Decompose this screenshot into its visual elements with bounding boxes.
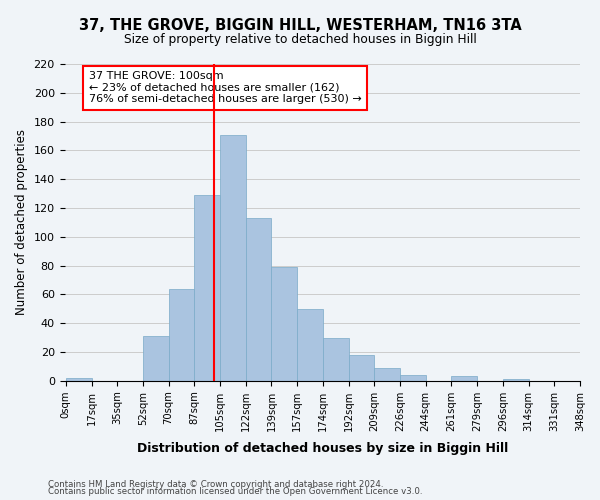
Text: Size of property relative to detached houses in Biggin Hill: Size of property relative to detached ho… — [124, 32, 476, 46]
Bar — [451, 376, 477, 381]
Bar — [503, 380, 529, 381]
Bar — [349, 355, 374, 381]
Bar — [271, 267, 297, 381]
Text: 37 THE GROVE: 100sqm
← 23% of detached houses are smaller (162)
76% of semi-deta: 37 THE GROVE: 100sqm ← 23% of detached h… — [89, 71, 362, 104]
Text: Contains HM Land Registry data © Crown copyright and database right 2024.: Contains HM Land Registry data © Crown c… — [48, 480, 383, 489]
Bar — [400, 375, 426, 381]
X-axis label: Distribution of detached houses by size in Biggin Hill: Distribution of detached houses by size … — [137, 442, 508, 455]
Bar — [220, 134, 246, 381]
Bar — [297, 309, 323, 381]
Text: Contains public sector information licensed under the Open Government Licence v3: Contains public sector information licen… — [48, 487, 422, 496]
Bar — [194, 195, 220, 381]
Text: 37, THE GROVE, BIGGIN HILL, WESTERHAM, TN16 3TA: 37, THE GROVE, BIGGIN HILL, WESTERHAM, T… — [79, 18, 521, 32]
Bar — [246, 218, 271, 381]
Bar — [169, 288, 194, 381]
Bar — [323, 338, 349, 381]
Bar — [143, 336, 169, 381]
Bar — [374, 368, 400, 381]
Bar — [66, 378, 92, 381]
Y-axis label: Number of detached properties: Number of detached properties — [15, 130, 28, 316]
